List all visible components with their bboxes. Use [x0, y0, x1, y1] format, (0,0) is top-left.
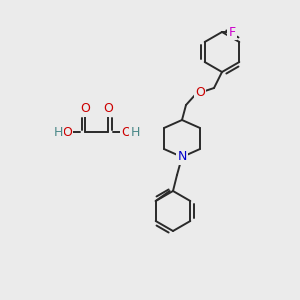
Text: F: F: [228, 26, 236, 38]
Text: O: O: [62, 125, 72, 139]
Text: O: O: [121, 125, 131, 139]
Text: H: H: [130, 125, 140, 139]
Text: N: N: [177, 151, 187, 164]
Text: O: O: [103, 103, 113, 116]
Text: O: O: [80, 103, 90, 116]
Text: H: H: [53, 125, 63, 139]
Text: O: O: [195, 86, 205, 100]
